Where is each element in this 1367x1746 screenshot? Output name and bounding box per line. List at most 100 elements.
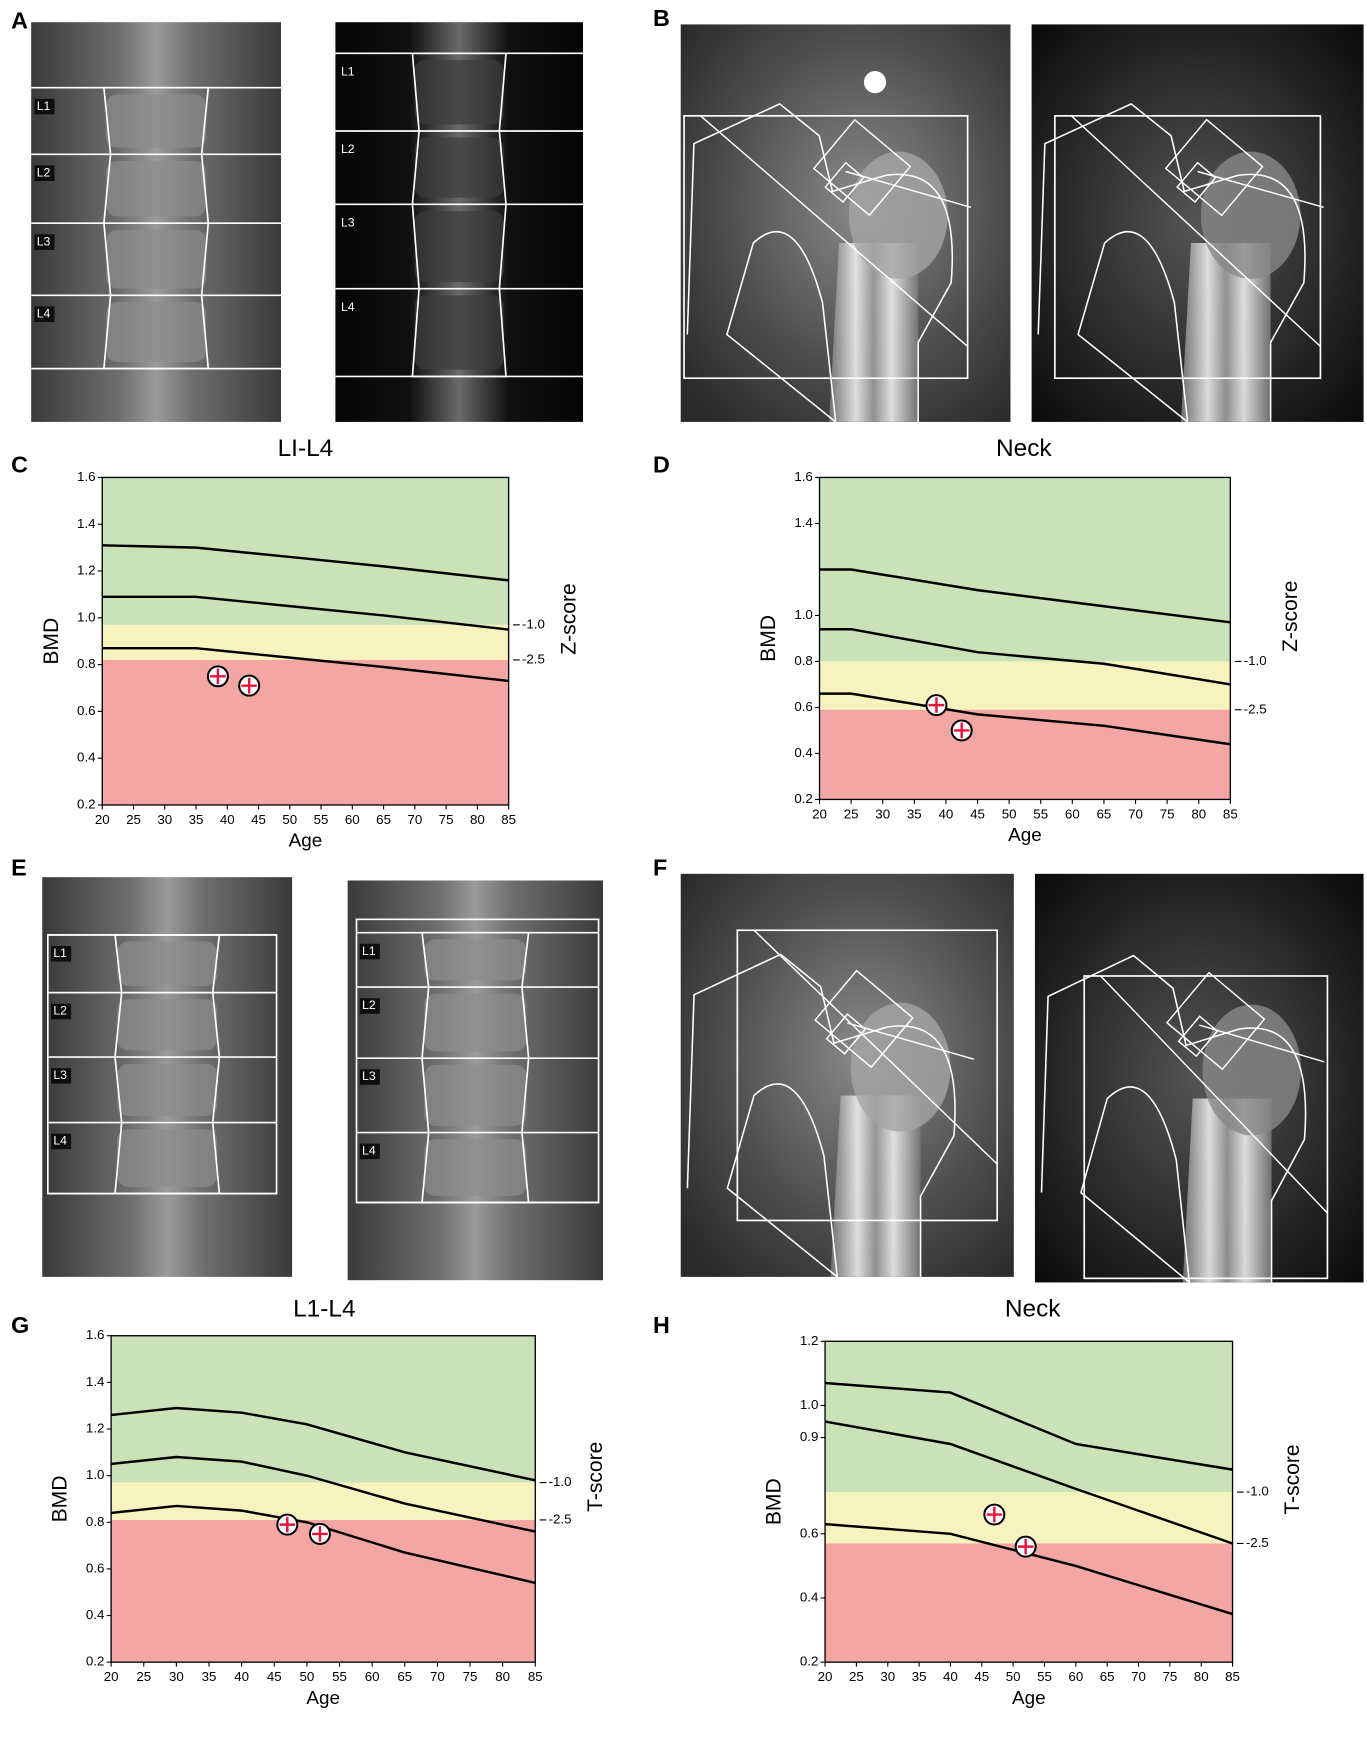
- reference-curve: [110, 1406, 536, 1482]
- x-tick-label: 85: [528, 1669, 543, 1684]
- neck-box: [825, 1013, 867, 1055]
- score-band: [102, 477, 509, 625]
- neck-axis: [700, 115, 969, 347]
- chart-title: Neck: [1005, 1296, 1061, 1323]
- neck-box: [814, 969, 914, 1069]
- x-axis-label: Age: [1012, 1687, 1046, 1708]
- level-tag: L3: [362, 1069, 376, 1083]
- level-tag: L2: [37, 165, 51, 179]
- reference-curve: [102, 646, 509, 683]
- y2-tick-label: -1.0: [1244, 653, 1267, 668]
- x-tick-label: 55: [314, 812, 329, 827]
- y-tick-label: 0.2: [86, 1654, 105, 1669]
- vertebra: [106, 94, 207, 148]
- x-tick-label: 65: [376, 812, 391, 827]
- vertebra: [117, 1129, 218, 1187]
- femur-shaft: [1180, 243, 1271, 422]
- level-tag-bg: [51, 1003, 72, 1020]
- marker-dot: [863, 71, 887, 94]
- chart: L1-L4 0.2 0.4 0.6 0.8 1.0 1.2 1.4 1.6 20 25 30 35 40 4…: [49, 1296, 607, 1708]
- x-tick-label: 80: [470, 812, 485, 827]
- x-tick-label: 50: [282, 812, 297, 827]
- vertebra: [117, 1063, 218, 1116]
- vertebra: [424, 1139, 527, 1196]
- x-tick-label: 65: [397, 1669, 412, 1684]
- level-tag: L2: [341, 142, 355, 156]
- level-tag: L3: [53, 1068, 67, 1082]
- x-tick-label: 25: [136, 1669, 151, 1684]
- y-tick-label: 1.4: [77, 516, 96, 531]
- x-tick-label: 35: [907, 806, 922, 821]
- score-band: [102, 624, 509, 660]
- neck-box: [1177, 1015, 1219, 1058]
- y-tick-label: 1.2: [86, 1421, 105, 1436]
- level-tag: L4: [341, 300, 355, 314]
- level-tag-bg: [34, 306, 55, 322]
- y-tick-label: 0.6: [86, 1560, 105, 1575]
- reference-curve: [102, 544, 509, 582]
- y2-axis-label: Z-score: [557, 583, 580, 654]
- panel-label: F: [653, 855, 667, 881]
- roi-box: [355, 918, 600, 1204]
- x-tick-label: 35: [912, 1669, 927, 1684]
- x-tick-label: 25: [844, 806, 859, 821]
- neck-box: [1176, 161, 1217, 204]
- patient-cross: [953, 722, 970, 739]
- chart-title: Neck: [996, 435, 1052, 462]
- x-tick-label: 85: [1225, 1669, 1240, 1684]
- patient-cross: [986, 1506, 1003, 1523]
- score-band: [825, 1341, 1233, 1493]
- x-tick-label: 20: [95, 812, 110, 827]
- vertebra: [106, 160, 207, 217]
- y-tick-label: 1.2: [77, 563, 96, 578]
- y-tick-label: 1.6: [794, 469, 813, 484]
- x-tick-label: 40: [943, 1669, 958, 1684]
- panel-label: A: [11, 7, 28, 33]
- neck-box: [1164, 118, 1264, 217]
- roi-box: [47, 934, 278, 1195]
- chart-title: L1-L4: [293, 1296, 355, 1323]
- panel-label: E: [11, 855, 27, 881]
- x-tick-label: 75: [1162, 1669, 1177, 1684]
- score-band: [825, 1543, 1233, 1663]
- y-tick-label: 1.6: [86, 1327, 105, 1342]
- x-tick-label: 25: [849, 1669, 864, 1684]
- x-tick-label: 40: [234, 1669, 249, 1684]
- neck-axis: [1070, 115, 1321, 347]
- y-tick-label: 0.6: [794, 699, 813, 714]
- y2-axis-label: T-score: [1281, 1444, 1304, 1514]
- y-axis-label: BMD: [49, 1476, 72, 1523]
- x-axis-label: Age: [1008, 824, 1042, 845]
- patient-cross: [312, 1526, 328, 1542]
- x-tick-label: 70: [1128, 806, 1143, 821]
- y2-tick-label: -1.0: [1246, 1484, 1269, 1499]
- level-tag-bg: [359, 1143, 380, 1160]
- x-tick-label: 70: [407, 812, 422, 827]
- panel-label: G: [11, 1312, 29, 1338]
- x-tick-label: 70: [1131, 1669, 1146, 1684]
- x-tick-label: 55: [1037, 1669, 1052, 1684]
- y-tick-label: 0.8: [77, 656, 96, 671]
- x-tick-label: 20: [104, 1669, 119, 1684]
- level-tag-bg: [51, 1068, 72, 1084]
- level-tag-bg: [51, 946, 72, 962]
- level-tag-bg: [359, 1069, 380, 1085]
- level-tag: L1: [362, 944, 376, 958]
- neck-axis: [1197, 170, 1324, 208]
- y-tick-label: 1.6: [77, 469, 96, 484]
- x-tick-label: 85: [501, 812, 516, 827]
- reference-curve: [110, 1504, 536, 1585]
- y2-axis-label: Z-score: [1279, 581, 1302, 652]
- neck-axis: [1100, 975, 1328, 1214]
- x-tick-label: 20: [812, 806, 827, 821]
- femur-shaft: [830, 1095, 921, 1277]
- vertebra: [424, 993, 527, 1052]
- y-axis-label: BMD: [763, 1478, 786, 1525]
- level-tag: L1: [53, 946, 67, 960]
- chart-title: LI-L4: [278, 435, 334, 462]
- femur-head: [1200, 151, 1301, 279]
- femur-shaft: [1182, 1098, 1272, 1283]
- reference-curve: [110, 1455, 536, 1533]
- x-tick-label: 50: [299, 1669, 314, 1684]
- neck-axis: [1199, 1024, 1325, 1063]
